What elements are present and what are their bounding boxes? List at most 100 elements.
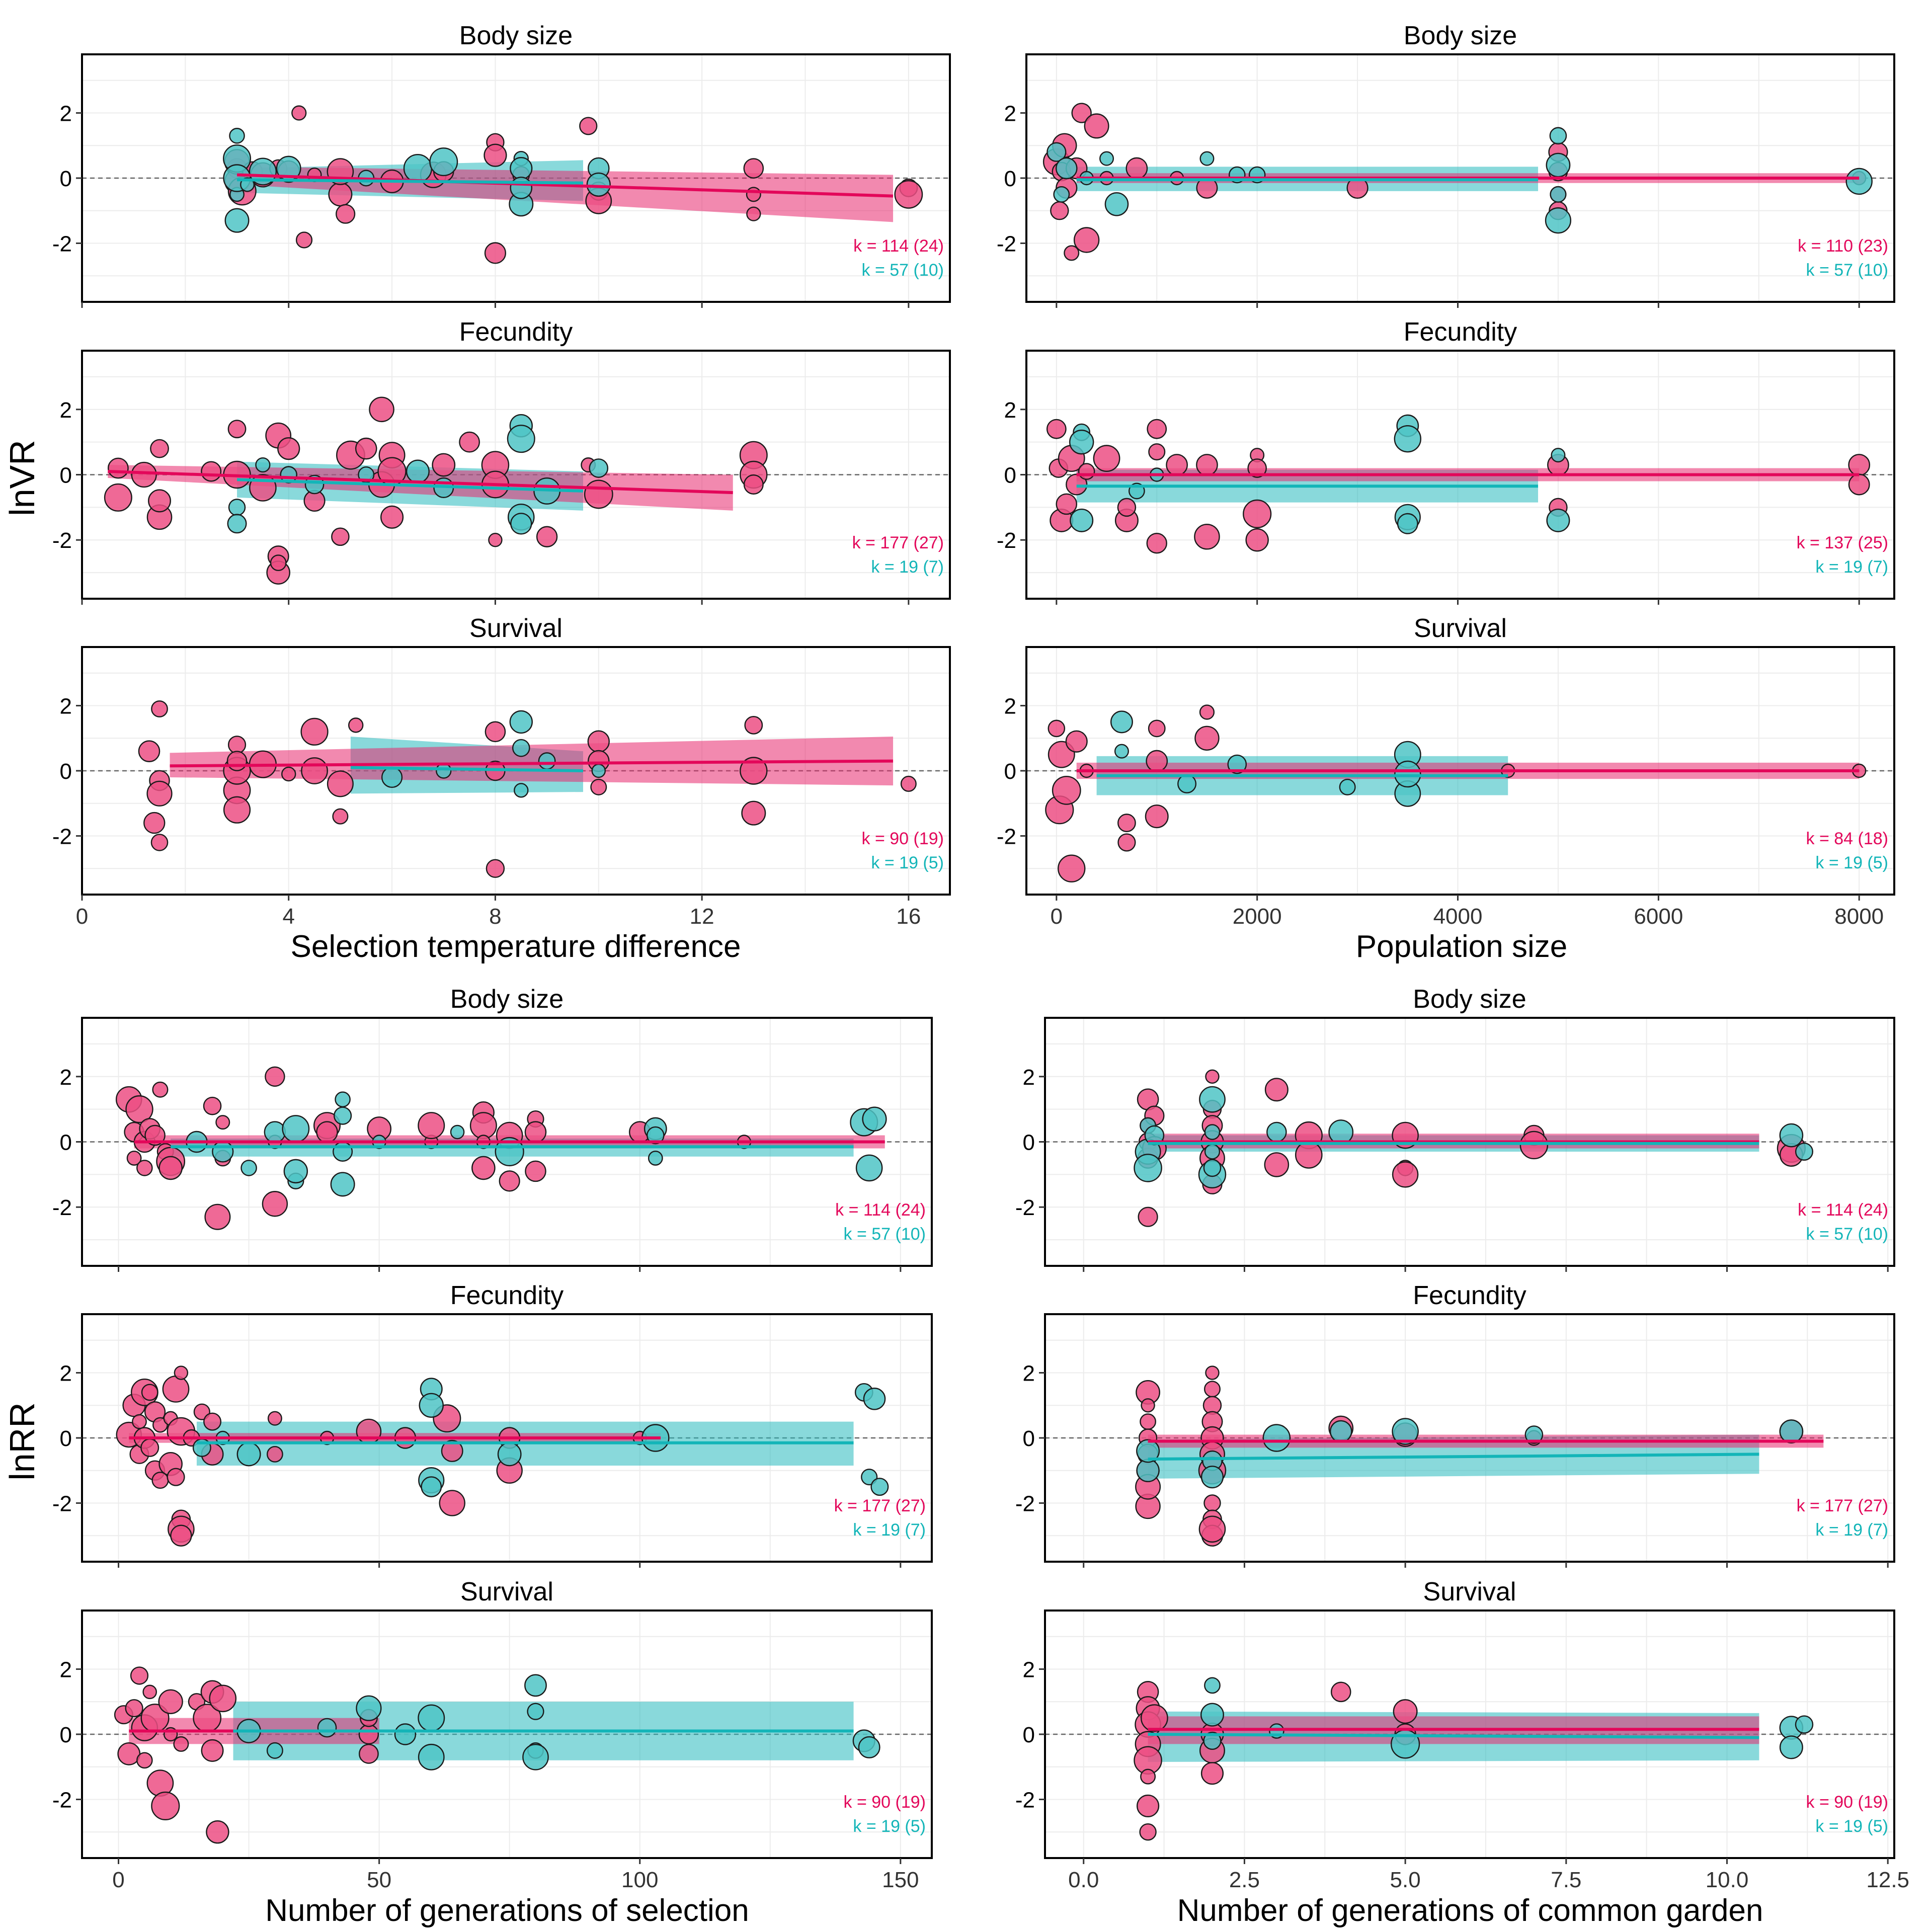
selection-point <box>590 778 607 795</box>
selection-point <box>459 431 480 453</box>
control-point <box>224 208 250 233</box>
selection-point <box>332 808 349 825</box>
selection-point <box>151 700 168 717</box>
y-tick-label: 0 <box>1004 167 1016 191</box>
selection-point <box>158 1689 183 1714</box>
k-label-selection: k = 177 (27) <box>1797 1496 1888 1515</box>
x-tick-label: 12.5 <box>1866 1868 1909 1892</box>
control-point <box>510 177 533 199</box>
control-point <box>1199 1086 1226 1113</box>
x-tick-label: 6000 <box>1634 904 1683 929</box>
selection-point <box>130 1666 149 1685</box>
selection-point <box>1203 1494 1221 1512</box>
k-label-control: k = 19 (7) <box>853 1520 926 1540</box>
selection-point <box>1198 1515 1226 1543</box>
selection-point <box>536 526 558 547</box>
y-tick-label: 2 <box>60 1361 72 1386</box>
selection-point <box>227 420 247 439</box>
control-point <box>1069 429 1094 455</box>
x-tick-label: 4 <box>282 904 294 929</box>
control-point <box>1227 754 1247 774</box>
y-tick-label: -2 <box>997 231 1016 256</box>
selection-point <box>469 1112 497 1140</box>
selection-point <box>203 1412 222 1431</box>
x-tick-label: 12 <box>690 904 714 929</box>
selection-point <box>146 780 173 807</box>
control-point <box>333 1106 352 1125</box>
x-axis-title-population: Population size <box>1356 929 1568 964</box>
panel-garden-surv: Survival -2 0 2 0.0 2.5 5.0 7.5 10.0 12.5 k = 90 (… <box>1015 1577 1909 1892</box>
k-label-selection: k = 90 (19) <box>844 1793 926 1812</box>
x-tick-label: 16 <box>896 904 921 929</box>
control-point <box>538 752 556 770</box>
y-axis-title-top: lnVR <box>3 440 42 516</box>
selection-point <box>348 717 364 733</box>
selection-point <box>1146 750 1168 772</box>
x-tick-label: 0.0 <box>1068 1868 1099 1892</box>
control-point <box>495 1137 524 1167</box>
panel-temp-surv: Survival -2 0 2 0 4 8 12 16 k = 90 (19) k = 19 (5) <box>52 614 951 929</box>
control-point <box>509 710 533 734</box>
selection-point <box>1064 245 1080 261</box>
control-point <box>212 1141 234 1163</box>
x-axis-title-generations-selection: Number of generations of selection <box>265 1893 749 1928</box>
selection-point <box>141 1384 158 1401</box>
selection-point <box>204 1203 231 1230</box>
selection-point <box>301 757 328 784</box>
selection-point <box>215 1115 230 1130</box>
control-point <box>429 147 458 177</box>
selection-point <box>741 800 766 826</box>
selection-point <box>1247 458 1267 478</box>
selection-point <box>206 1820 229 1844</box>
y-tick-label: 2 <box>60 694 72 719</box>
selection-point <box>142 1684 157 1700</box>
control-point <box>1329 1420 1352 1443</box>
selection-point <box>743 474 764 495</box>
selection-point <box>1205 1069 1220 1084</box>
control-point <box>1262 1424 1291 1452</box>
control-point <box>335 1091 351 1107</box>
control-point <box>330 1172 355 1197</box>
x-tick-label: 7.5 <box>1551 1868 1581 1892</box>
k-label-selection: k = 84 (18) <box>1806 829 1888 848</box>
control-point <box>591 763 606 778</box>
x-axis-title-temperature: Selection temperature difference <box>291 929 741 964</box>
k-label-control: k = 19 (7) <box>1815 557 1888 577</box>
selection-point <box>1203 1381 1221 1398</box>
selection-point <box>328 182 353 207</box>
selection-point <box>131 461 157 488</box>
control-point <box>1392 1418 1419 1445</box>
control-fit-line <box>1148 1733 1759 1739</box>
selection-point <box>1117 498 1137 517</box>
selection-point <box>441 1439 463 1462</box>
selection-point <box>1145 804 1169 829</box>
control-point <box>356 1695 382 1721</box>
selection-point <box>1140 1704 1168 1732</box>
control-point <box>403 153 433 183</box>
y-tick-label: 0 <box>60 167 72 191</box>
control-point <box>1200 1703 1224 1727</box>
control-point <box>522 1744 549 1770</box>
control-point <box>1203 1159 1222 1177</box>
selection-point <box>1117 814 1136 832</box>
selection-fit-line <box>170 759 894 768</box>
control-point <box>255 457 271 473</box>
selection-point <box>1166 454 1188 476</box>
control-fit-line <box>350 766 584 772</box>
control-point <box>1053 186 1070 203</box>
selection-point <box>1046 419 1067 439</box>
control-point <box>870 1478 889 1496</box>
selection-point <box>281 766 296 782</box>
selection-point <box>136 1160 153 1176</box>
k-label-control: k = 19 (7) <box>1815 1520 1888 1540</box>
selection-point <box>1141 1398 1155 1413</box>
control-point <box>863 1388 886 1410</box>
control-point <box>436 763 452 779</box>
selection-point <box>1050 201 1069 220</box>
y-tick-label: 0 <box>60 463 72 488</box>
selection-point <box>136 1752 153 1769</box>
selection-point <box>746 206 761 221</box>
panel-title: Survival <box>469 614 562 643</box>
y-tick-label: 2 <box>1004 694 1016 719</box>
selection-point <box>152 1081 169 1098</box>
